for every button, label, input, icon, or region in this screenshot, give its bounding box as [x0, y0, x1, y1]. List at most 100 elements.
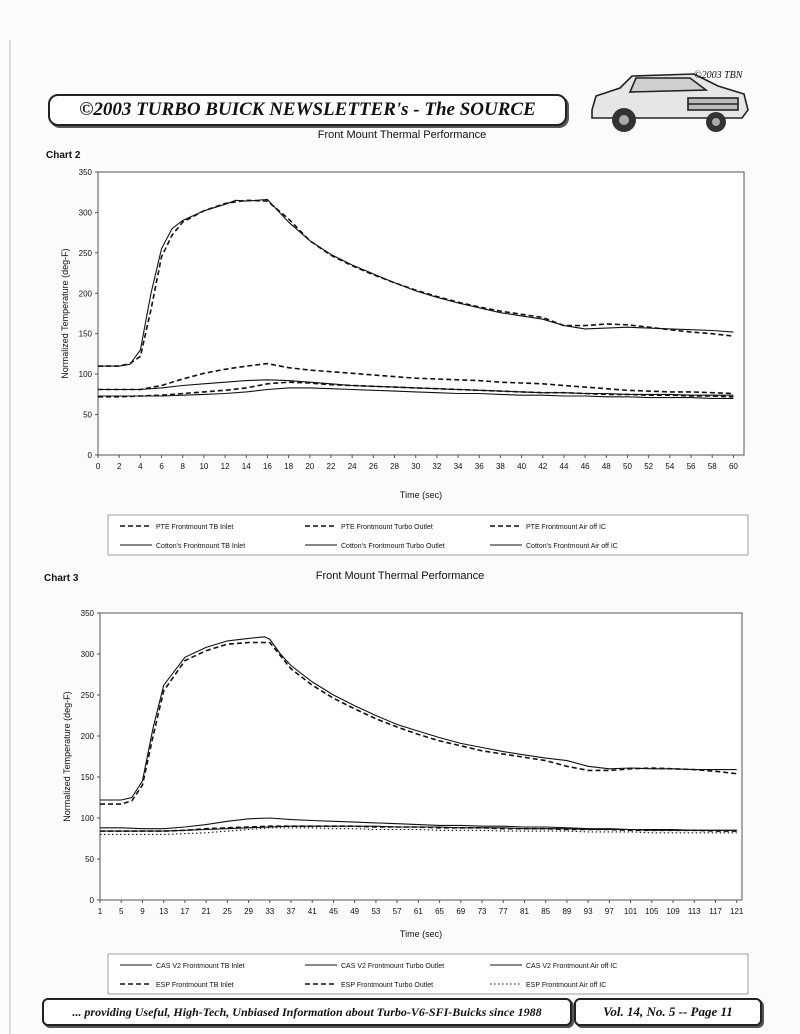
x-tick-label: 25	[223, 907, 232, 916]
legend-entry: CAS V2 Frontmount Air off IC	[526, 963, 617, 970]
y-tick-label: 300	[81, 650, 95, 659]
footer-tagline-box: ... providing Useful, High-Tech, Unbiase…	[42, 998, 572, 1026]
legend-entry: CAS V2 Frontmount Turbo Outlet	[341, 963, 444, 970]
x-tick-label: 0	[96, 462, 101, 471]
legend-entry: Cotton's Frontmount Turbo Outlet	[341, 543, 445, 550]
y-tick-label: 200	[81, 732, 95, 741]
newsletter-title: ©2003 TURBO BUICK NEWSLETTER's - The SOU…	[79, 99, 536, 120]
y-tick-label: 150	[79, 330, 93, 339]
series-line-5	[98, 198, 734, 367]
series-line-6	[98, 379, 734, 396]
y-axis-label: Normalized Temperature (deg-F)	[62, 691, 72, 821]
x-tick-label: 97	[605, 907, 614, 916]
x-tick-label: 12	[221, 462, 230, 471]
y-tick-label: 300	[79, 208, 93, 217]
copyright-tbn: ©2003 TBN	[694, 70, 743, 81]
legend-entry: ESP Frontmount Turbo Outlet	[341, 982, 433, 989]
y-tick-label: 50	[83, 411, 92, 420]
x-tick-label: 113	[688, 907, 701, 916]
x-tick-label: 6	[159, 462, 164, 471]
buick-car-logo	[591, 73, 749, 132]
chart2-title: Front Mount Thermal Performance	[317, 129, 487, 141]
x-tick-label: 40	[517, 462, 526, 471]
x-tick-label: 65	[435, 907, 444, 916]
legend-entry: ESP Frontmount TB Inlet	[156, 982, 234, 989]
x-tick-label: 69	[456, 907, 465, 916]
legend-entry: PTE Frontmount TB Inlet	[156, 524, 233, 531]
x-tick-label: 42	[538, 462, 547, 471]
x-tick-label: 14	[242, 462, 251, 471]
x-tick-label: 24	[348, 462, 357, 471]
x-tick-label: 18	[284, 462, 293, 471]
x-tick-label: 109	[666, 907, 680, 916]
series-line-4	[100, 825, 737, 832]
x-tick-label: 33	[265, 907, 274, 916]
legend-entry: PTE Frontmount Turbo Outlet	[341, 524, 433, 531]
legend-entry: Cotton's Frontmount Air off IC	[526, 543, 618, 550]
x-tick-label: 8	[180, 462, 185, 471]
x-tick-label: 56	[687, 462, 696, 471]
y-tick-label: 150	[81, 773, 95, 782]
x-tick-label: 36	[475, 462, 484, 471]
y-tick-label: 350	[79, 168, 93, 177]
x-tick-label: 17	[180, 907, 189, 916]
x-tick-label: 54	[665, 462, 674, 471]
legend-entry: Cotton's Frontmount TB Inlet	[156, 543, 245, 550]
x-tick-label: 48	[602, 462, 611, 471]
x-tick-label: 41	[308, 907, 317, 916]
x-tick-label: 89	[562, 907, 571, 916]
x-axis-label: Time (sec)	[400, 490, 442, 500]
x-tick-label: 5	[119, 907, 124, 916]
x-tick-label: 60	[729, 462, 738, 471]
x-tick-label: 121	[730, 907, 744, 916]
x-tick-label: 4	[138, 462, 143, 471]
y-tick-label: 350	[81, 609, 95, 618]
x-tick-label: 49	[350, 907, 359, 916]
x-tick-label: 34	[454, 462, 463, 471]
header-banner: ©2003 TURBO BUICK NEWSLETTER's - The SOU…	[48, 94, 567, 126]
x-tick-label: 38	[496, 462, 505, 471]
y-tick-label: 250	[79, 249, 93, 258]
x-tick-label: 21	[202, 907, 211, 916]
x-tick-label: 2	[117, 462, 122, 471]
x-tick-label: 117	[709, 907, 722, 916]
legend-entry: CAS V2 Frontmount TB Inlet	[156, 963, 245, 970]
x-tick-label: 29	[244, 907, 253, 916]
footer-issue-box: Vol. 14, No. 5 -- Page 11	[574, 998, 762, 1026]
x-tick-label: 10	[199, 462, 208, 471]
chart2-label: Chart 2	[46, 150, 81, 161]
x-tick-label: 16	[263, 462, 272, 471]
x-tick-label: 50	[623, 462, 632, 471]
x-tick-label: 73	[478, 907, 487, 916]
x-tick-label: 61	[414, 907, 423, 916]
x-axis-label: Time (sec)	[400, 929, 442, 939]
x-tick-label: 77	[499, 907, 508, 916]
x-tick-label: 45	[329, 907, 338, 916]
plot-area	[99, 612, 743, 901]
x-tick-label: 57	[393, 907, 402, 916]
x-tick-label: 9	[140, 907, 145, 916]
x-tick-label: 28	[390, 462, 399, 471]
x-tick-label: 105	[645, 907, 659, 916]
x-tick-label: 85	[541, 907, 550, 916]
x-tick-label: 32	[432, 462, 441, 471]
y-axis-label: Normalized Temperature (deg-F)	[60, 248, 70, 378]
series-line-5	[100, 641, 737, 805]
x-tick-label: 81	[520, 907, 529, 916]
x-tick-label: 1	[98, 907, 103, 916]
x-tick-label: 101	[624, 907, 638, 916]
y-tick-label: 0	[88, 451, 93, 460]
legend-box	[107, 514, 749, 556]
x-tick-label: 13	[159, 907, 168, 916]
y-tick-label: 200	[79, 289, 93, 298]
x-tick-label: 53	[371, 907, 380, 916]
x-tick-label: 37	[287, 907, 296, 916]
x-tick-label: 22	[327, 462, 336, 471]
y-tick-label: 100	[79, 370, 93, 379]
y-tick-label: 100	[81, 814, 95, 823]
chart3-title: Front Mount Thermal Performance	[315, 570, 485, 582]
x-tick-label: 58	[708, 462, 717, 471]
x-tick-label: 44	[560, 462, 569, 471]
legend-entry: PTE Frontmount Air off IC	[526, 524, 606, 531]
